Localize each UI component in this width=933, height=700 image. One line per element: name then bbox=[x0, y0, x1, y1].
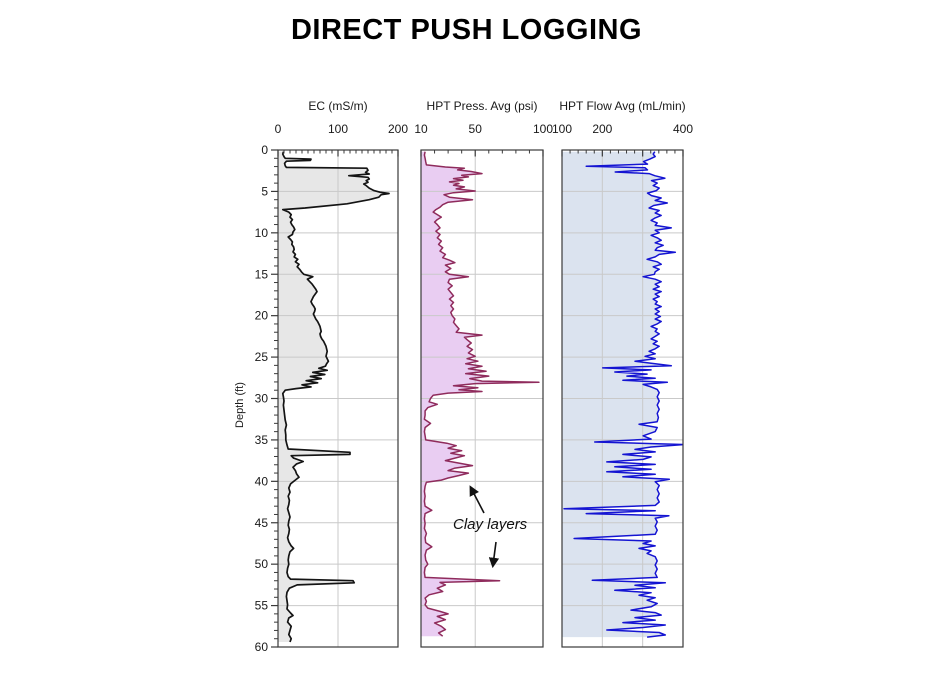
hpt-press-tick-label: 100 bbox=[533, 122, 553, 136]
depth-tick-label: 20 bbox=[255, 309, 269, 323]
clay-layers-arrow-lower bbox=[488, 541, 500, 569]
depth-tick-label: 35 bbox=[255, 433, 269, 447]
hpt-flow-curve bbox=[563, 151, 683, 638]
hpt-press-tick-label: 50 bbox=[469, 122, 483, 136]
depth-tick-label: 10 bbox=[255, 226, 269, 240]
hpt-press-tick-label: 10 bbox=[414, 122, 428, 136]
depth-tick-label: 0 bbox=[261, 143, 268, 157]
hpt-press-axis-title: HPT Press. Avg (psi) bbox=[427, 99, 538, 113]
ec-area-fill bbox=[278, 151, 389, 642]
ec-curve bbox=[281, 151, 390, 643]
hpt-press-panel: 10 50 100 HPT Press. Avg (psi) bbox=[414, 99, 553, 648]
ec-tick-label: 200 bbox=[388, 122, 408, 136]
hpt-flow-tick-label: 100 bbox=[552, 122, 572, 136]
depth-tick-label: 5 bbox=[261, 184, 268, 198]
hpt-flow-tick-label: 400 bbox=[673, 122, 693, 136]
depth-tick-label: 50 bbox=[255, 557, 269, 571]
hpt-press-curve bbox=[423, 151, 540, 637]
hpt-flow-axis-title: HPT Flow Avg (mL/min) bbox=[559, 99, 685, 113]
depth-tick-label: 45 bbox=[255, 516, 269, 530]
clay-layers-arrow-upper bbox=[469, 485, 485, 514]
depth-tick-label: 15 bbox=[255, 267, 269, 281]
hpt-press-frame bbox=[420, 149, 544, 648]
depth-axis-label: Depth (ft) bbox=[234, 382, 246, 428]
ec-tick-label: 0 bbox=[275, 122, 282, 136]
depth-tick-label: 60 bbox=[255, 640, 269, 654]
page-title: DIRECT PUSH LOGGING bbox=[290, 14, 643, 46]
depth-axis: 0 5 10 15 20 25 30 35 40 45 50 55 60 Depth (ft) bbox=[234, 143, 278, 654]
clay-layers-annotation: Clay layers bbox=[453, 516, 528, 533]
depth-tick-label: 30 bbox=[255, 392, 269, 406]
depth-tick-label: 40 bbox=[255, 474, 269, 488]
depth-tick-label: 25 bbox=[255, 350, 269, 364]
hpt-flow-tick-label: 200 bbox=[592, 122, 612, 136]
ec-tick-label: 100 bbox=[328, 122, 348, 136]
hpt-flow-frame bbox=[561, 149, 684, 648]
hpt-flow-panel: 100 200 400 HPT Flow Avg (mL/min) bbox=[552, 99, 693, 648]
ec-panel: 0 100 200 EC (mS/m) bbox=[275, 99, 408, 648]
hpt-press-area-fill bbox=[421, 151, 539, 637]
ec-axis-title: EC (mS/m) bbox=[308, 99, 367, 113]
depth-tick-label: 55 bbox=[255, 599, 269, 613]
